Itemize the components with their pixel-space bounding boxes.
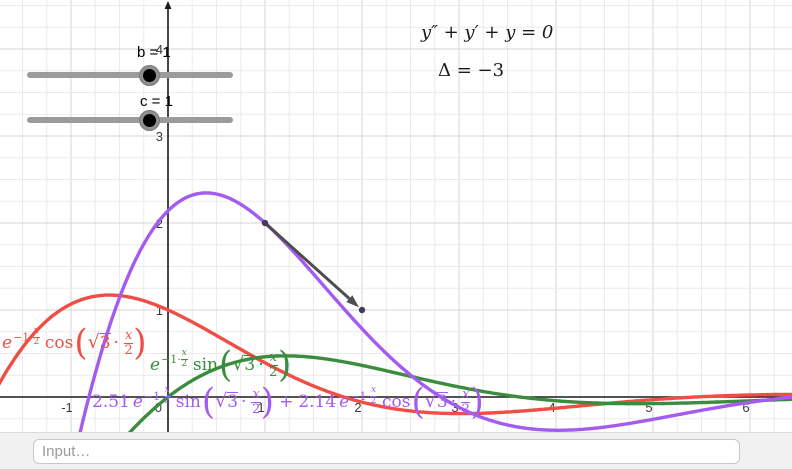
curve-0[interactable] — [0, 293, 792, 416]
y-tick-label: 1 — [156, 303, 163, 318]
direction-vector[interactable] — [263, 221, 351, 300]
x-tick-label: 6 — [742, 400, 749, 415]
origin-label: 0 — [155, 400, 162, 415]
slider-b-label: b = 1 — [137, 44, 171, 61]
algebra-input[interactable] — [33, 439, 740, 464]
x-tick-label: -1 — [61, 400, 73, 415]
point[interactable] — [358, 306, 366, 314]
slider-c-knob[interactable] — [139, 110, 160, 131]
y-tick-label: 3 — [156, 129, 163, 144]
x-tick-label: 1 — [257, 400, 264, 415]
slider-c[interactable] — [27, 110, 233, 131]
slider-b-knob[interactable] — [139, 65, 160, 86]
point[interactable] — [261, 219, 269, 227]
slider-b[interactable] — [27, 65, 233, 86]
y-axis-arrow-icon — [164, 1, 172, 9]
input-bar — [0, 432, 792, 469]
vector-arrowhead-icon — [346, 295, 360, 308]
slider-c-label: c = 1 — [140, 93, 173, 110]
curve-2[interactable] — [0, 191, 792, 469]
ode-equation-text: y″ + y′ + y = 0 — [421, 22, 554, 43]
slider-b-track[interactable] — [27, 72, 233, 78]
y-tick-label: 4 — [156, 42, 163, 57]
x-tick-label: 3 — [451, 400, 458, 415]
slider-b-knob-dot — [143, 69, 156, 82]
x-tick-label: 5 — [645, 400, 652, 415]
y-tick-label: 2 — [156, 216, 163, 231]
discriminant-text: Δ = −3 — [438, 60, 505, 81]
x-tick-label: 2 — [354, 400, 361, 415]
slider-c-knob-dot — [143, 114, 156, 127]
slider-c-track[interactable] — [27, 117, 233, 123]
